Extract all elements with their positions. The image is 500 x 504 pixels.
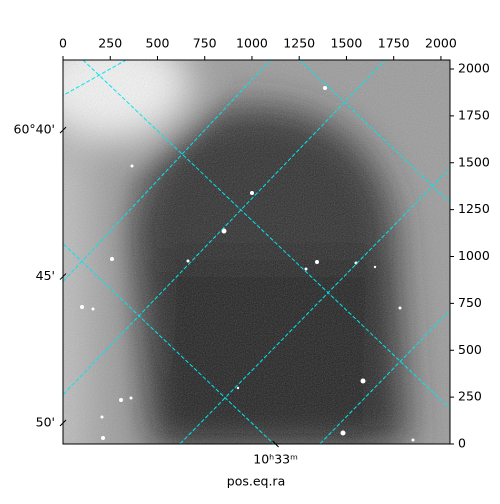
y-tick-label: 1250 [458,201,490,216]
y-tick-label: 1750 [458,107,490,122]
x-tick-label: 1000 [236,36,268,51]
dec-tick [59,273,67,280]
x-tick-label: 1250 [283,36,315,51]
y-tick-label: 0 [458,436,466,451]
x-tick-label: 250 [98,36,122,51]
y-tick-label: 750 [458,295,482,310]
ra-tick [272,440,279,448]
dec-tick-label: 60°40' [14,122,56,137]
dec-tick [59,126,67,134]
dec-tick [59,419,67,427]
y-tick-label: 2000 [458,61,490,76]
frame [62,59,451,445]
dec-tick-label: 45' [36,268,55,283]
x-tick-label: 1750 [378,36,410,51]
x-tick-label: 2000 [425,36,457,51]
coordinate-grid [63,60,450,444]
ra-tick-label: 10ʰ33ᵐ [253,452,298,467]
y-tick-label: 1000 [458,248,490,263]
dec-tick-label: 50' [36,415,55,430]
x-tick-label: 750 [193,36,217,51]
image [63,60,450,444]
y-tick-label: 500 [458,342,482,357]
x-tick-label: 0 [59,36,67,51]
y-tick-label: 1500 [458,154,490,169]
x-tick-label: 1500 [331,36,363,51]
x-label: pos.eq.ra [227,474,285,489]
y-tick-label: 250 [458,389,482,404]
x-tick-label: 500 [146,36,170,51]
